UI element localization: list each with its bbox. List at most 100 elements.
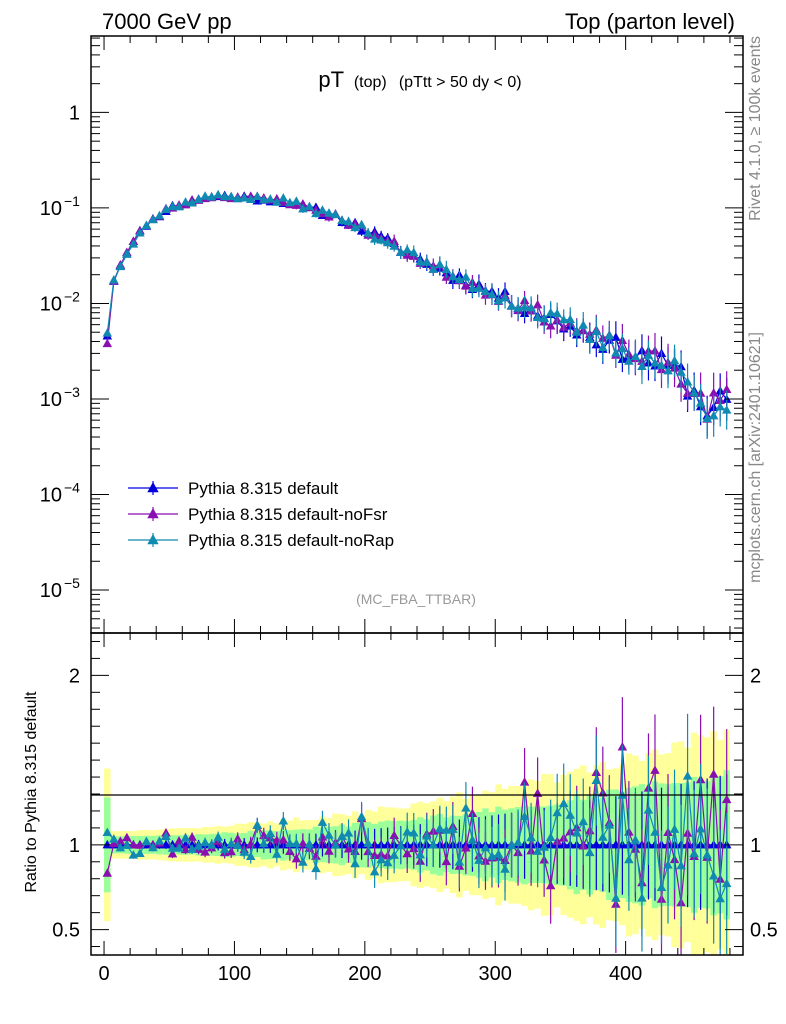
ratio-point [311, 839, 321, 849]
y-tick-exponent: −3 [64, 384, 80, 400]
ratio-line [106, 776, 728, 901]
series-line [106, 195, 728, 420]
y-tick-exponent: −5 [64, 575, 80, 591]
ratio-point [591, 839, 602, 849]
x-tick-label: 200 [348, 963, 381, 985]
y-tick-label: 10 [40, 198, 62, 220]
ratio-point [630, 835, 641, 844]
series-line [106, 194, 727, 420]
ratio-y-tick-label: 2 [69, 665, 80, 687]
series-0 [102, 190, 732, 437]
ratio-point [519, 777, 530, 786]
data-point [161, 204, 171, 213]
series-line [106, 195, 728, 417]
data-point [721, 384, 732, 394]
mcplots-label: mcplots.cern.ch [arXiv:2401.10621] [747, 332, 764, 583]
ratio-point [467, 808, 478, 818]
top-panel-series [102, 189, 732, 439]
ratio-point [643, 805, 654, 814]
data-point [259, 194, 269, 204]
legend-marker [147, 482, 159, 493]
ratio-point [695, 824, 706, 833]
legend-label: Pythia 8.315 default-noFsr [188, 505, 388, 524]
legend-marker [147, 534, 159, 545]
data-point [174, 201, 184, 211]
ratio-point [356, 811, 367, 821]
ratio-y-tick-label: 1 [69, 835, 80, 857]
ratio-point [650, 765, 660, 774]
ratio-point [369, 850, 380, 859]
series-1 [102, 190, 732, 439]
data-point [422, 257, 432, 266]
x-tick-label: 100 [218, 963, 251, 985]
data-point [454, 274, 465, 284]
data-point [245, 194, 256, 204]
data-point [213, 189, 223, 199]
legend-marker [147, 508, 159, 519]
ratio-point [669, 824, 680, 833]
ratio-point [721, 794, 732, 804]
y-tick-label: 10 [40, 580, 62, 602]
ratio-point [154, 836, 165, 845]
x-tick-label: 300 [479, 963, 512, 985]
data-point [552, 308, 562, 318]
header-right: Top (parton level) [565, 9, 735, 34]
analysis-watermark: (MC_FBA_TTBAR) [356, 591, 476, 607]
data-point [272, 197, 282, 206]
y-tick-exponent: −2 [64, 288, 80, 304]
ratio-point [115, 836, 126, 845]
data-point [389, 241, 399, 250]
data-point [324, 208, 334, 217]
ratio-y-axis-label: Ratio to Pythia 8.315 default [23, 691, 40, 893]
ratio-y-tick-label-right: 0.5 [750, 920, 778, 942]
ratio-point [435, 823, 445, 833]
legend: Pythia 8.315 default Pythia 8.315 default… [128, 479, 394, 550]
data-point [291, 196, 302, 205]
title-cut: (pTtt > 50 dy < 0) [399, 74, 522, 91]
x-tick-label: 0 [98, 963, 109, 985]
ratio-point [278, 834, 289, 844]
chart-title: pT (top) (pTtt > 50 dy < 0) [318, 67, 521, 92]
data-point [487, 289, 497, 298]
data-point [232, 193, 243, 203]
data-point [239, 193, 249, 202]
title-main: pT [318, 67, 343, 92]
ratio-point [135, 840, 145, 849]
data-point [408, 247, 419, 257]
data-point [519, 302, 530, 311]
ratio-y-tick-label-right: 2 [750, 665, 761, 687]
ratio-point [721, 878, 732, 888]
ratio-point [461, 803, 471, 812]
ratio-point [402, 826, 412, 836]
y-tick-label: 10 [40, 484, 62, 506]
ratio-point [291, 838, 302, 848]
data-point [402, 245, 412, 254]
data-point [219, 191, 230, 201]
ratio-panel-series [102, 697, 732, 955]
ratio-point [337, 831, 347, 841]
data-point [565, 314, 575, 323]
ratio-point [708, 769, 719, 778]
y-tick-exponent: −4 [64, 479, 80, 495]
data-point [526, 302, 536, 312]
x-tick-label: 400 [609, 963, 642, 985]
y-tick-label: 1 [69, 102, 80, 124]
ratio-point [506, 840, 517, 849]
ratio-point [682, 771, 693, 780]
series-2 [102, 189, 732, 439]
data-point [187, 197, 197, 207]
ratio-point [200, 847, 210, 856]
ratio-point [102, 827, 113, 837]
y-tick-label: 10 [40, 293, 62, 315]
legend-label: Pythia 8.315 default [188, 479, 339, 498]
ratio-y-tick-label-right: 1 [750, 835, 761, 857]
ratio-point [441, 825, 452, 834]
ratio-point [448, 824, 458, 833]
title-sub: (top) [354, 74, 387, 91]
y-tick-exponent: −1 [64, 193, 80, 209]
ratio-series-2 [102, 713, 732, 955]
header-left: 7000 GeV pp [102, 9, 232, 34]
y-tick-label: 10 [40, 389, 62, 411]
